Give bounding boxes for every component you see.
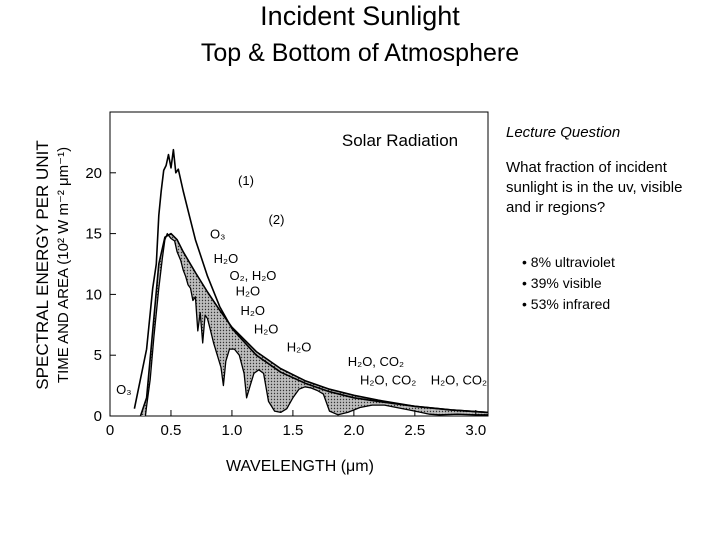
y-axis-label-line2: TIME AND AREA (10² W m⁻² μm⁻¹) bbox=[55, 147, 72, 383]
slide-title: Incident Sunlight bbox=[260, 1, 460, 31]
x-axis-label: WAVELENGTH (μm) bbox=[226, 458, 374, 475]
absorber-annotation: O₂, H₂O bbox=[229, 268, 276, 283]
curve-label: (1) bbox=[238, 173, 254, 188]
tick-layer: 0 0.5 1.0 1.5 2.0 2.5 3.0 0 5 10 15 20 bbox=[85, 165, 486, 439]
y-tick-label: 15 bbox=[85, 226, 102, 243]
chart-title: Solar Radiation bbox=[342, 131, 458, 150]
series-line-1 bbox=[133, 148, 489, 414]
plot-frame bbox=[109, 111, 489, 417]
x-tick-label: 2.0 bbox=[343, 422, 364, 439]
absorber-annotation: H₂O, CO₂ bbox=[360, 372, 416, 387]
absorber-annotation: H₂O bbox=[240, 303, 265, 318]
x-tick-label: 1.5 bbox=[282, 422, 303, 439]
series-layer bbox=[133, 148, 489, 417]
x-tick-label: 1.0 bbox=[222, 422, 243, 439]
absorber-annotation: H₂O bbox=[287, 340, 312, 355]
absorber-annotation: H₂O bbox=[214, 251, 239, 266]
question-heading: Lecture Question bbox=[506, 124, 621, 141]
y-tick-label: 20 bbox=[85, 165, 102, 182]
absorber-annotation: H₂O bbox=[254, 321, 279, 336]
question-text: What fraction of incident sunlight is in… bbox=[506, 159, 683, 216]
series-line-2 bbox=[139, 232, 489, 417]
absorber-annotation: H₂O, CO₂ bbox=[431, 372, 487, 387]
answer-list: 8% ultraviolet 39% visible 53% infrared bbox=[522, 252, 615, 315]
slide-subtitle: Top & Bottom of Atmosphere bbox=[200, 39, 520, 67]
absorber-annotation: H₂O, CO₂ bbox=[348, 354, 404, 369]
x-tick-label: 3.0 bbox=[465, 422, 486, 439]
x-tick-label: 0.5 bbox=[161, 422, 182, 439]
y-tick-label: 0 bbox=[94, 408, 102, 425]
x-tick-label: 0 bbox=[106, 422, 114, 439]
absorber-annotation: O₃ bbox=[116, 382, 131, 397]
absorber-annotation: H₂O bbox=[236, 284, 261, 299]
absorber-annotation: O₃ bbox=[210, 226, 225, 241]
series-line-sea-level bbox=[144, 232, 488, 417]
answer-visible: 39% visible bbox=[522, 273, 615, 294]
x-tick-label: 2.5 bbox=[404, 422, 425, 439]
absorption-shading bbox=[140, 233, 488, 416]
y-axis-label-line1: SPECTRAL ENERGY PER UNIT bbox=[33, 140, 52, 389]
answer-ultraviolet: 8% ultraviolet bbox=[522, 252, 615, 273]
answer-infrared: 53% infrared bbox=[522, 294, 615, 315]
absorbed-region bbox=[140, 233, 488, 416]
curve-label: (2) bbox=[269, 212, 285, 227]
y-tick-label: 10 bbox=[85, 286, 102, 303]
y-tick-label: 5 bbox=[94, 347, 102, 364]
